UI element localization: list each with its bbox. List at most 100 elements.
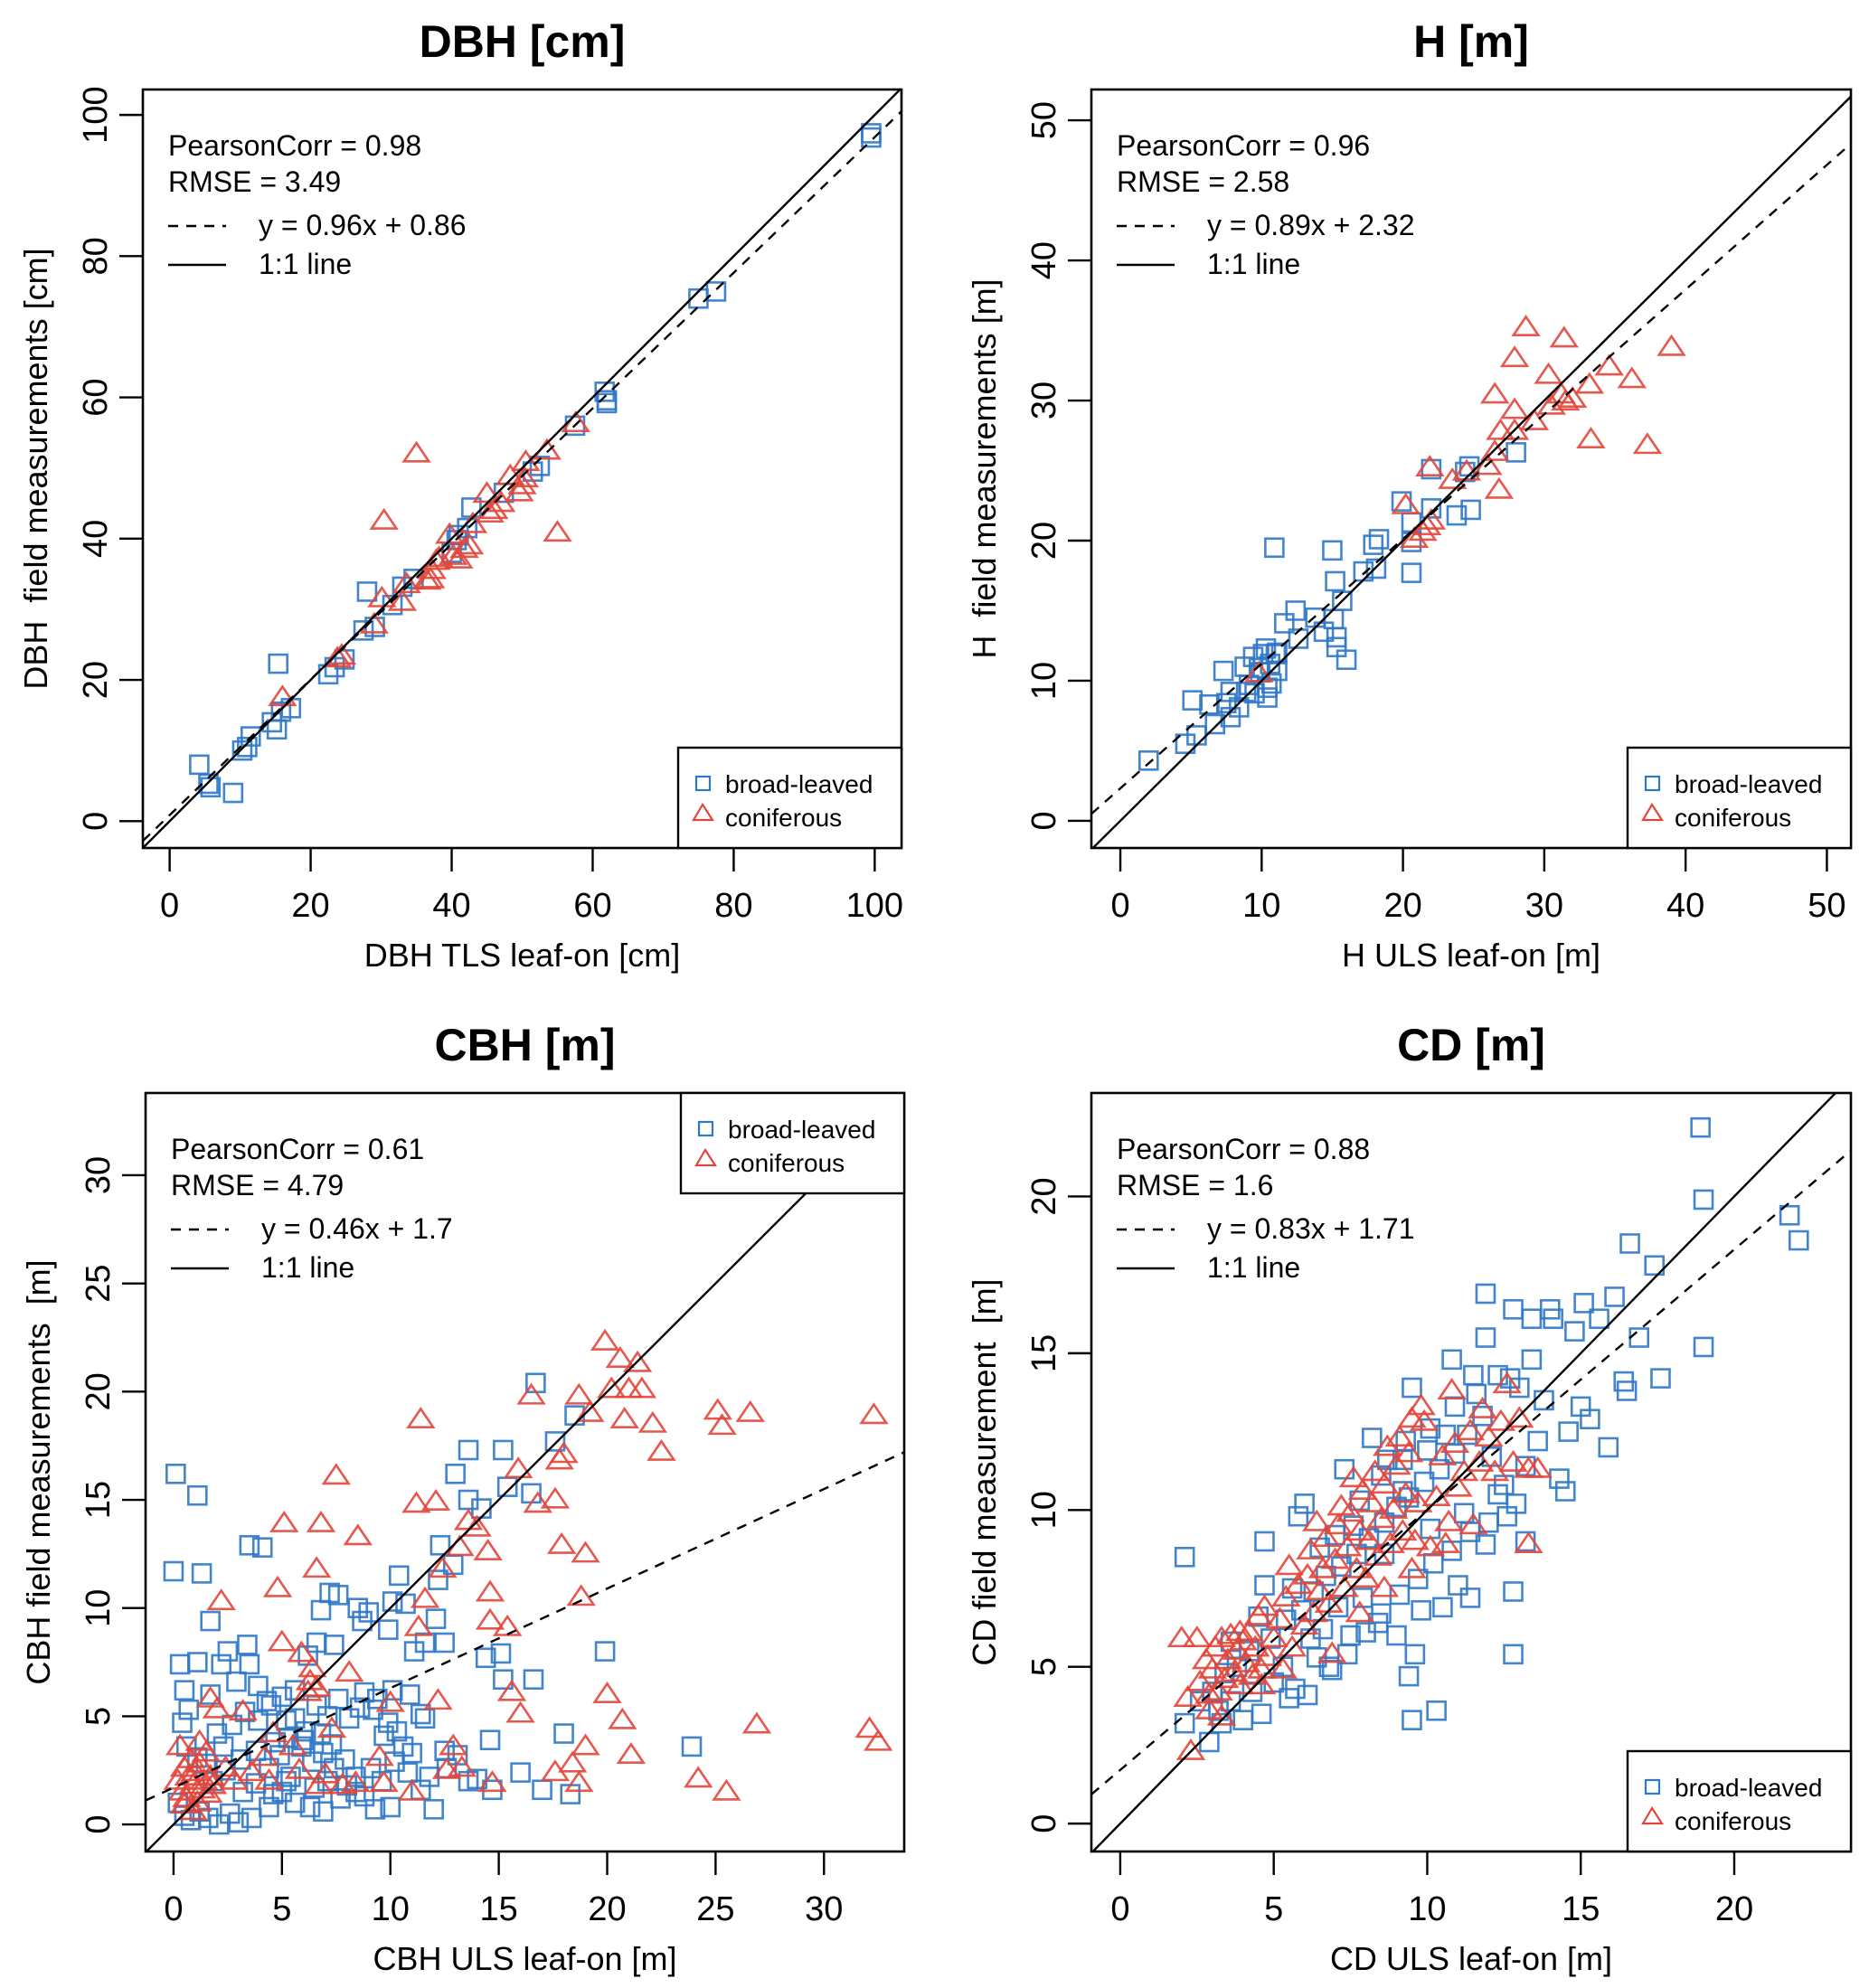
data-point-broad-leaved [389,1565,410,1587]
triangle-icon [1641,1805,1665,1825]
data-point-coniferous [684,1766,713,1788]
data-point-coniferous [1479,438,1510,461]
y-tick-label: 30 [1025,382,1063,419]
data-point-coniferous [637,1410,668,1433]
data-point-coniferous [614,1376,644,1399]
data-point-broad-leaved [1355,1622,1376,1643]
data-point-broad-leaved [284,1792,306,1814]
legend-box [1626,1749,1853,1853]
legend-label-coniferous: coniferous [728,1149,845,1177]
data-point-broad-leaved [222,782,244,804]
data-point-coniferous [174,1763,203,1785]
x-tick-label: 40 [432,887,470,925]
data-point-coniferous [1492,1371,1522,1394]
data-point-coniferous [323,645,353,668]
rmse-text: RMSE = 1.6 [1117,1169,1273,1201]
data-point-coniferous [420,1488,451,1511]
data-point-coniferous [449,536,479,559]
data-point-coniferous [293,1679,323,1701]
data-point-broad-leaved [681,1736,703,1757]
data-point-coniferous [1345,1600,1374,1623]
data-point-broad-leaved [1690,1116,1711,1138]
data-point-coniferous [609,1407,639,1429]
data-point-coniferous [367,585,397,608]
data-point-coniferous [859,1402,889,1425]
data-point-coniferous [1574,372,1605,394]
data-point-coniferous [1557,386,1588,409]
data-point-broad-leaved [410,1703,431,1725]
data-point-coniferous [472,481,502,504]
data-point-coniferous [375,1690,405,1712]
fit-equation-text: y = 0.96x + 0.86 [259,209,467,241]
data-point-coniferous [1397,1556,1427,1578]
data-point-broad-leaved [1274,613,1295,634]
data-point-coniferous [1342,1556,1372,1578]
data-point-broad-leaved [310,1723,332,1744]
data-point-coniferous [503,1456,533,1479]
data-point-coniferous [195,1685,225,1708]
data-point-coniferous [703,1398,732,1420]
data-point-coniferous [592,1682,622,1704]
data-point-coniferous [343,1523,373,1546]
data-point-broad-leaved [165,1463,186,1484]
data-point-broad-leaved [467,1768,487,1790]
data-point-broad-leaved [1297,1684,1318,1706]
data-point-coniferous [439,1733,468,1756]
data-point-broad-leaved [1472,1405,1493,1427]
points-layer [1137,315,1686,771]
plot-frame [144,1091,906,1853]
data-point-broad-leaved [1411,1599,1431,1621]
data-point-broad-leaved [1503,1299,1524,1320]
x-tick-label: 0 [1110,1890,1129,1928]
data-point-coniferous [1511,315,1541,336]
data-point-broad-leaved [1260,673,1282,694]
data-point-coniferous [543,520,572,542]
data-point-coniferous [1369,1575,1400,1597]
data-point-broad-leaved [1543,1308,1563,1330]
data-point-broad-leaved [594,1641,616,1662]
data-point-coniferous [1354,1528,1384,1550]
data-point-coniferous [616,1742,647,1765]
data-point-broad-leaved [596,390,618,411]
data-point-coniferous [1338,1465,1369,1488]
data-point-broad-leaved [1325,1524,1345,1546]
data-point-coniferous [262,1575,293,1597]
data-point-coniferous [1252,1644,1283,1666]
data-point-coniferous [712,1778,741,1801]
data-point-broad-leaved [327,1688,349,1710]
data-point-broad-leaved [414,1708,436,1729]
x-tick-label: 30 [1525,887,1563,925]
data-point-broad-leaved [380,1796,401,1818]
data-point-coniferous [310,1761,340,1784]
y-tick-label: 40 [1025,241,1063,279]
data-point-broad-leaved [475,1647,496,1669]
data-point-broad-leaved [241,726,261,747]
data-point-broad-leaved [458,1439,479,1461]
data-point-broad-leaved [1459,1588,1481,1608]
data-point-broad-leaved [1371,1603,1392,1625]
data-point-coniferous [647,1438,676,1461]
data-point-broad-leaved [200,1610,221,1632]
data-point-coniferous [321,1463,351,1485]
data-point-coniferous [566,1584,596,1606]
data-point-coniferous [1458,1512,1488,1535]
data-point-broad-leaved [208,1814,230,1835]
data-point-broad-leaved [169,1654,191,1675]
data-point-coniferous [1399,526,1430,548]
y-axis-label: DBH field measurements [cm] [17,248,54,689]
x-tick-label: 5 [1264,1890,1283,1928]
data-point-coniferous [1194,1697,1224,1719]
pearson-corr-text: PearsonCorr = 0.98 [168,129,421,162]
data-point-coniferous [516,1382,546,1405]
data-point-broad-leaved [1554,1481,1576,1502]
x-tick-label: 30 [805,1890,843,1928]
data-point-coniferous [507,472,537,495]
data-point-coniferous [1194,1682,1224,1704]
data-point-broad-leaved [434,1632,455,1654]
data-point-broad-leaved [560,1784,581,1804]
data-point-coniferous [549,1441,579,1464]
data-point-broad-leaved [1285,1678,1306,1700]
data-point-coniferous [267,1629,297,1652]
data-point-coniferous [1384,1425,1415,1447]
data-point-coniferous [509,466,540,487]
